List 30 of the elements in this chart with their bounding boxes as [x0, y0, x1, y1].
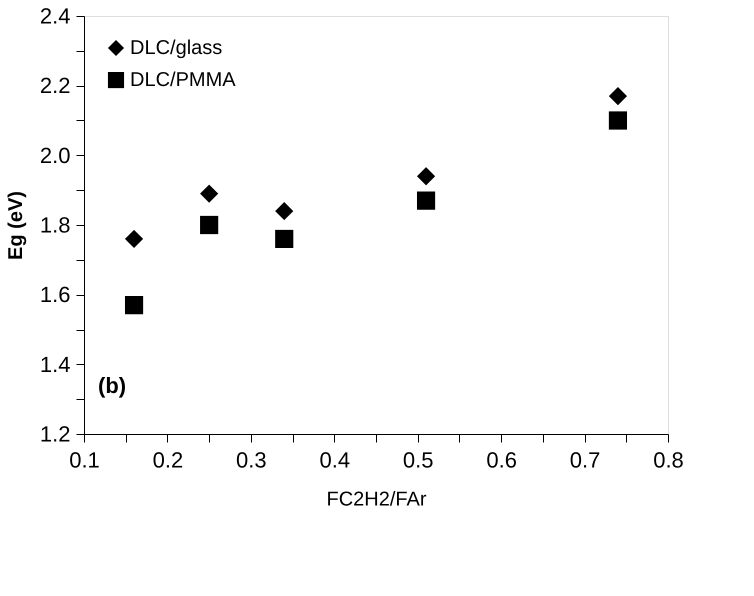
y-tick-label: 2.2 [40, 73, 70, 98]
x-tick-label: 0.2 [152, 448, 184, 472]
x-tick-label: 0.4 [319, 448, 350, 472]
annotation: (b) [98, 373, 126, 398]
y-tick-label: 1.4 [40, 352, 70, 377]
point [608, 111, 628, 130]
point [200, 216, 218, 234]
y-tick-label: 2.4 [40, 4, 70, 28]
y-tick-label: 2.0 [40, 142, 70, 168]
y-axis-title: Eg (eV) [4, 191, 27, 260]
x-tick-label: 0.1 [69, 448, 100, 472]
x-tick-label: 0.7 [570, 448, 600, 472]
x-tick-label: 0.6 [486, 448, 517, 472]
x-axis-title: FC2H2/FAr [326, 488, 427, 510]
point [416, 167, 436, 186]
y-tick-label: 1.6 [40, 282, 70, 308]
point [124, 296, 144, 314]
legend-label: DLC/PMMA [130, 69, 236, 91]
x-tick-label: 0.8 [653, 448, 684, 472]
y-tick-label: 1.2 [40, 422, 70, 446]
point [275, 202, 294, 220]
x-tick-label: 0.3 [236, 448, 267, 472]
y-tick-label: 1.8 [40, 212, 70, 238]
point [275, 230, 294, 248]
point [200, 184, 218, 203]
point [124, 230, 144, 248]
point [608, 87, 628, 106]
x-tick-label: 0.5 [402, 448, 434, 472]
legend-label: DLC/glass [130, 37, 222, 59]
point [416, 192, 436, 210]
